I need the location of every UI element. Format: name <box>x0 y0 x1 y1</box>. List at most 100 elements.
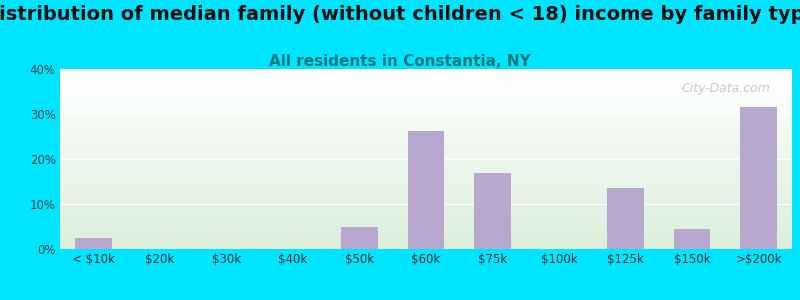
Bar <box>60 211 792 212</box>
Bar <box>60 118 792 119</box>
Bar <box>60 245 792 246</box>
Bar <box>60 135 792 136</box>
Bar <box>60 71 792 72</box>
Bar <box>60 235 792 236</box>
Bar <box>60 141 792 142</box>
Bar <box>60 124 792 125</box>
Bar <box>60 195 792 196</box>
Bar <box>60 102 792 103</box>
Bar <box>60 85 792 86</box>
Bar <box>60 83 792 84</box>
Bar <box>60 158 792 159</box>
Bar <box>60 157 792 158</box>
Bar <box>60 114 792 115</box>
Bar <box>60 112 792 113</box>
Bar <box>60 236 792 237</box>
Bar <box>60 227 792 228</box>
Bar <box>60 224 792 225</box>
Bar <box>60 170 792 171</box>
Bar <box>60 152 792 153</box>
Bar <box>60 159 792 160</box>
Bar <box>60 151 792 152</box>
Bar <box>60 134 792 135</box>
Bar <box>60 161 792 162</box>
Bar <box>60 186 792 187</box>
Bar <box>60 246 792 247</box>
Bar <box>60 221 792 222</box>
Bar <box>60 184 792 185</box>
Bar <box>60 137 792 138</box>
Bar <box>60 115 792 116</box>
Bar <box>60 84 792 85</box>
Bar <box>60 77 792 78</box>
Bar <box>60 228 792 229</box>
Bar <box>60 208 792 209</box>
Bar <box>60 143 792 144</box>
Bar <box>60 163 792 164</box>
Bar <box>60 133 792 134</box>
Bar <box>60 171 792 172</box>
Bar <box>60 248 792 249</box>
Bar <box>60 198 792 199</box>
Bar <box>60 166 792 167</box>
Bar <box>60 179 792 180</box>
Bar <box>60 229 792 230</box>
Bar <box>60 96 792 97</box>
Bar <box>60 214 792 215</box>
Bar <box>60 79 792 80</box>
Bar <box>60 80 792 81</box>
Bar <box>60 94 792 95</box>
Bar <box>60 111 792 112</box>
Bar <box>60 101 792 102</box>
Bar <box>60 69 792 70</box>
Bar <box>60 122 792 123</box>
Bar <box>60 225 792 226</box>
Bar <box>60 73 792 74</box>
Bar <box>60 107 792 108</box>
Bar <box>60 110 792 111</box>
Bar <box>60 220 792 221</box>
Text: All residents in Constantia, NY: All residents in Constantia, NY <box>269 54 531 69</box>
Bar <box>60 172 792 173</box>
Bar <box>60 241 792 242</box>
Bar <box>60 231 792 232</box>
Bar <box>60 237 792 238</box>
Bar <box>60 160 792 161</box>
Bar <box>60 177 792 178</box>
Bar <box>60 140 792 141</box>
Bar <box>60 240 792 241</box>
Bar <box>60 72 792 73</box>
Bar <box>60 88 792 89</box>
Bar <box>60 223 792 224</box>
Bar <box>60 127 792 128</box>
Bar <box>60 176 792 177</box>
Bar <box>60 95 792 96</box>
Bar <box>60 188 792 189</box>
Bar <box>60 218 792 219</box>
Bar <box>60 244 792 245</box>
Bar <box>60 215 792 216</box>
Bar <box>60 148 792 149</box>
Bar <box>60 189 792 190</box>
Bar <box>60 203 792 204</box>
Bar <box>60 242 792 243</box>
Bar <box>60 105 792 106</box>
Bar <box>60 154 792 155</box>
Bar <box>60 120 792 121</box>
Bar <box>60 187 792 188</box>
Bar <box>60 138 792 139</box>
Bar <box>60 75 792 76</box>
Bar <box>60 173 792 174</box>
Text: Distribution of median family (without children < 18) income by family type: Distribution of median family (without c… <box>0 4 800 23</box>
Bar <box>60 164 792 165</box>
Bar <box>60 99 792 100</box>
Bar <box>60 191 792 192</box>
Bar <box>60 82 792 83</box>
Bar <box>60 70 792 71</box>
Bar <box>60 113 792 114</box>
Bar <box>60 123 792 124</box>
Bar <box>60 219 792 220</box>
Bar <box>60 91 792 92</box>
Bar <box>60 153 792 154</box>
Bar <box>60 131 792 132</box>
